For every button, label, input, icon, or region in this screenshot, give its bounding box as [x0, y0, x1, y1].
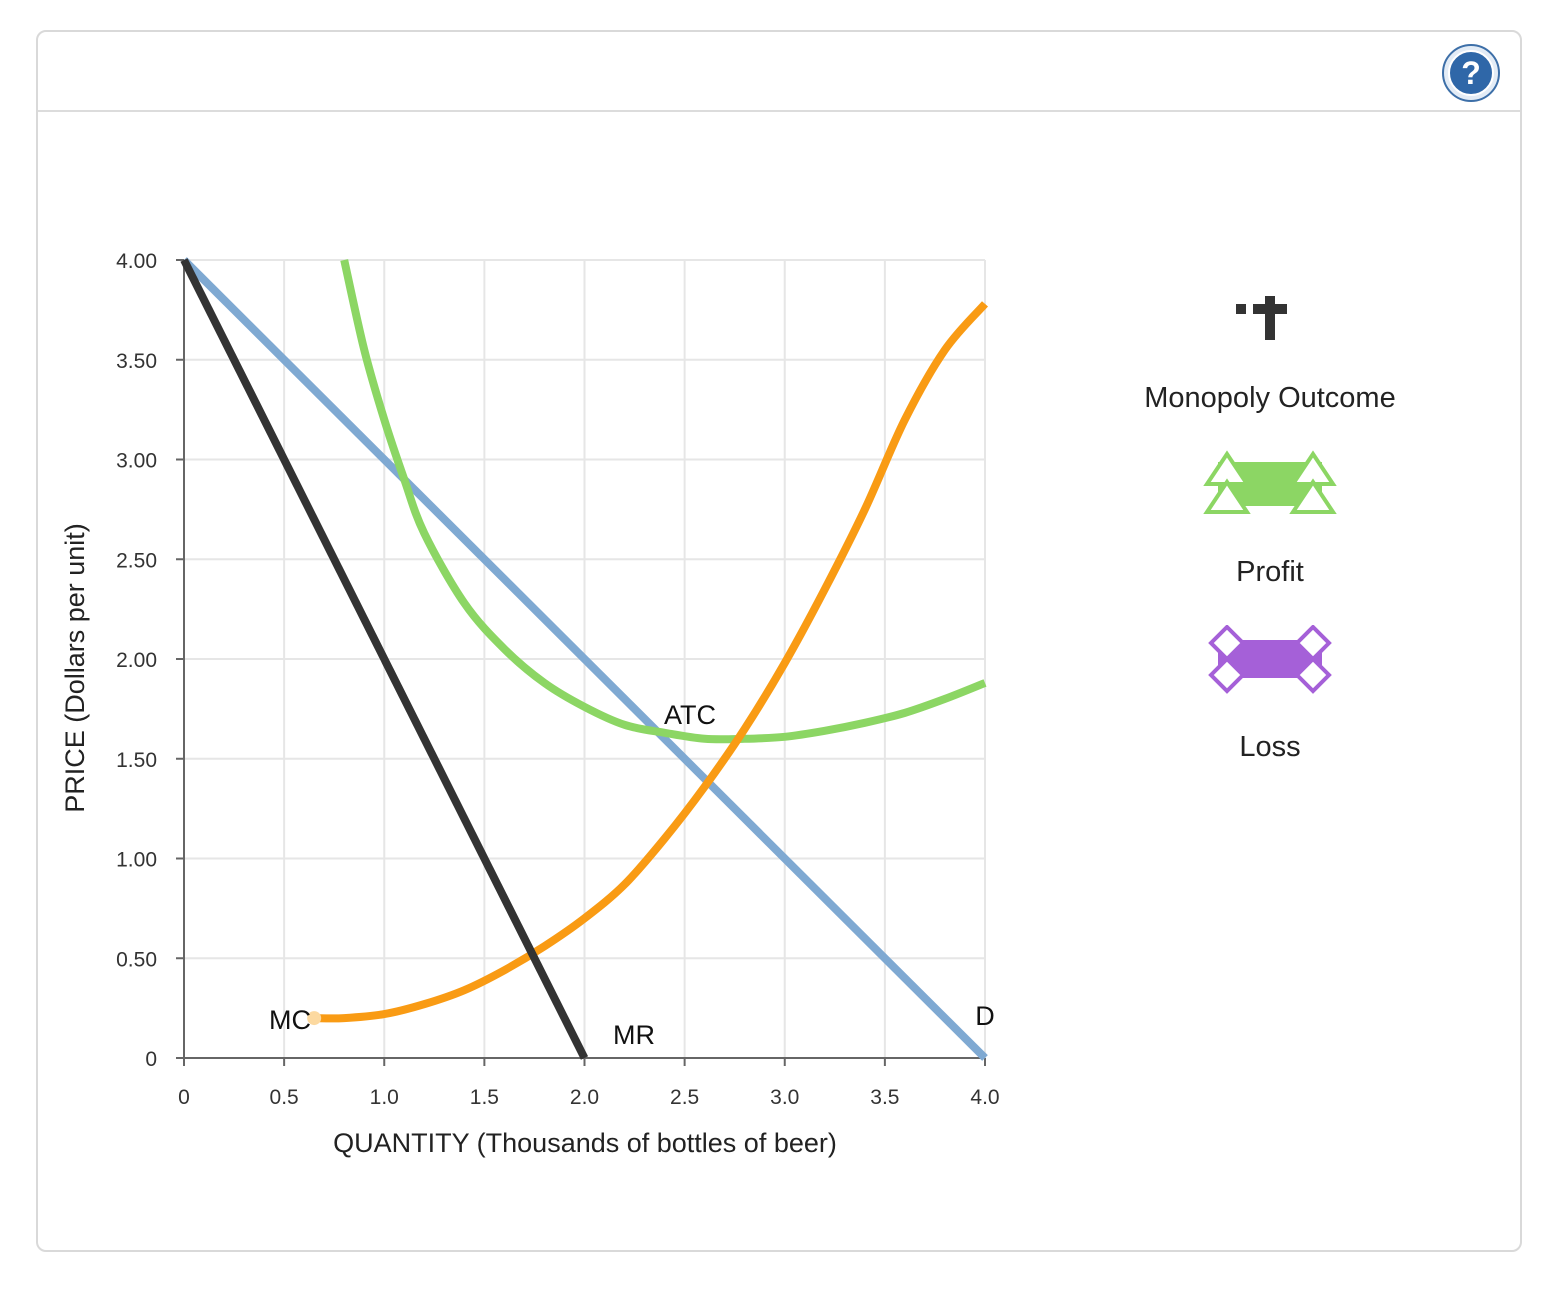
x-tick-label: 2.5 [670, 1086, 699, 1109]
x-axis-title: QUANTITY (Thousands of bottles of beer) [333, 1128, 837, 1158]
y-tick-label: 2.00 [116, 649, 157, 672]
x-tick-label: 2.0 [570, 1086, 599, 1109]
atc-label: ATC [664, 700, 716, 730]
y-tick-label: 4.00 [116, 250, 157, 273]
palette-label: Profit [1236, 556, 1304, 588]
labels: QUANTITY (Thousands of bottles of beer) … [60, 250, 1000, 1158]
y-tick-label: 0.50 [116, 948, 157, 971]
monopoly-outcome-icon [1236, 296, 1287, 340]
y-tick-label: 1.00 [116, 849, 157, 872]
y-tick-label: 1.50 [116, 749, 157, 772]
help-icon: ? [1448, 50, 1494, 96]
loss-icon [1208, 625, 1332, 694]
x-tick-label: 3.5 [870, 1086, 899, 1109]
x-tick-label: 1.5 [470, 1086, 499, 1109]
mc-curve [314, 301, 989, 1023]
mr-curve [180, 258, 589, 1060]
d-label: D [975, 1001, 995, 1031]
y-tick-label: 2.50 [116, 549, 157, 572]
palette-label: Loss [1239, 731, 1301, 763]
graph-tool-palette: Monopoly Outcome Profit Loss [1100, 260, 1440, 800]
profit-icon [1203, 450, 1337, 514]
x-tick-label: 4.0 [970, 1086, 999, 1109]
x-tick-label: 0.5 [270, 1086, 299, 1109]
curves [180, 257, 989, 1061]
mc-endpoint [307, 1011, 322, 1026]
x-tick-label: 1.0 [370, 1086, 399, 1109]
x-tick-label: 0 [178, 1086, 190, 1109]
d-curve [181, 257, 988, 1061]
y-tick-label: 3.50 [116, 350, 157, 373]
y-axis-title: PRICE (Dollars per unit) [60, 523, 90, 813]
monopoly-outcome-tool[interactable]: Monopoly Outcome [1100, 260, 1440, 420]
profit-tool[interactable]: Profit [1100, 450, 1440, 600]
mc-label: MC [269, 1005, 311, 1035]
loss-tool[interactable]: Loss [1100, 625, 1440, 775]
x-tick-label: 3.0 [770, 1086, 799, 1109]
help-button[interactable]: ? [1442, 44, 1500, 102]
y-tick-label: 3.00 [116, 450, 157, 473]
axes [176, 259, 986, 1066]
panel-header: ? [38, 32, 1520, 112]
y-tick-label: 0 [145, 1048, 157, 1071]
palette-label: Monopoly Outcome [1144, 382, 1396, 414]
mr-label: MR [613, 1020, 655, 1050]
atc-curve [340, 259, 987, 744]
